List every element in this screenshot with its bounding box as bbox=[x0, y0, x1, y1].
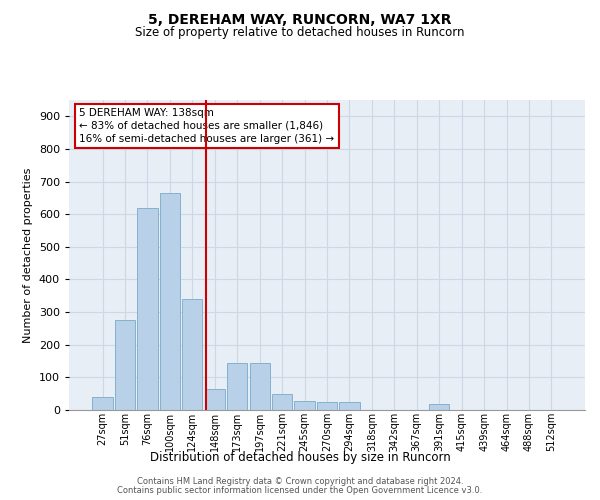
Text: Contains public sector information licensed under the Open Government Licence v3: Contains public sector information licen… bbox=[118, 486, 482, 495]
Bar bbox=[250, 362, 270, 410]
Y-axis label: Number of detached properties: Number of detached properties bbox=[23, 168, 33, 342]
Bar bbox=[160, 193, 180, 410]
Bar bbox=[429, 404, 449, 410]
Bar bbox=[92, 397, 113, 410]
Bar bbox=[272, 394, 292, 410]
Text: Contains HM Land Registry data © Crown copyright and database right 2024.: Contains HM Land Registry data © Crown c… bbox=[137, 477, 463, 486]
Text: 5 DEREHAM WAY: 138sqm
← 83% of detached houses are smaller (1,846)
16% of semi-d: 5 DEREHAM WAY: 138sqm ← 83% of detached … bbox=[79, 108, 334, 144]
Bar bbox=[205, 389, 225, 410]
Bar bbox=[340, 402, 359, 410]
Text: Size of property relative to detached houses in Runcorn: Size of property relative to detached ho… bbox=[135, 26, 465, 39]
Text: Distribution of detached houses by size in Runcorn: Distribution of detached houses by size … bbox=[149, 451, 451, 464]
Bar bbox=[227, 362, 247, 410]
Text: 5, DEREHAM WAY, RUNCORN, WA7 1XR: 5, DEREHAM WAY, RUNCORN, WA7 1XR bbox=[148, 12, 452, 26]
Bar bbox=[182, 299, 202, 410]
Bar bbox=[115, 320, 135, 410]
Bar bbox=[295, 401, 314, 410]
Bar bbox=[317, 402, 337, 410]
Bar bbox=[137, 208, 158, 410]
